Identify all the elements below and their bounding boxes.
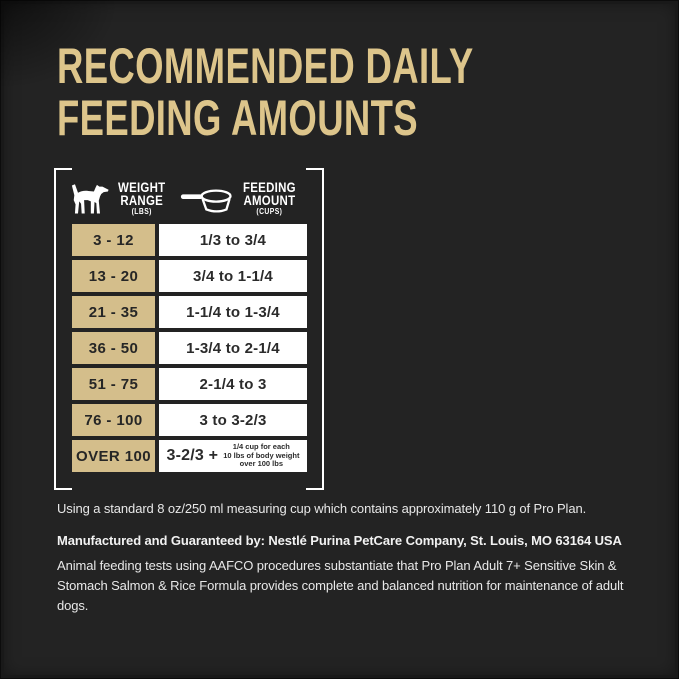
measuring-cup-icon <box>180 189 232 213</box>
table-row: 3 - 12 1/3 to 3/4 <box>72 224 307 256</box>
weight-range-header: WEIGHT RANGE (LBS) <box>67 181 174 217</box>
weight-cell: 76 - 100 <box>72 404 155 436</box>
table-row: 76 - 100 3 to 3-2/3 <box>72 404 307 436</box>
weight-cell: 3 - 12 <box>72 224 155 256</box>
amount-cell: 1-3/4 to 2-1/4 <box>159 332 307 364</box>
table-row: 51 - 75 2-1/4 to 3 <box>72 368 307 400</box>
feeding-label-line1: FEEDING <box>243 180 296 195</box>
weight-cell: 21 - 35 <box>72 296 155 328</box>
table-row: 36 - 50 1-3/4 to 2-1/4 <box>72 332 307 364</box>
table-row: 21 - 35 1-1/4 to 1-3/4 <box>72 296 307 328</box>
feeding-label-unit: (CUPS) <box>256 207 283 216</box>
amount-value: 3-2/3 + <box>166 447 219 464</box>
feeding-label-line2: AMOUNT <box>243 193 296 208</box>
frame-corner-top-right <box>306 168 322 170</box>
table-row: 13 - 20 3/4 to 1-1/4 <box>72 260 307 292</box>
weight-cell: 51 - 75 <box>72 368 155 400</box>
weight-cell: OVER 100 <box>72 440 155 472</box>
amount-note: 1/4 cup for each 10 lbs of body weight o… <box>223 442 300 469</box>
weight-label-line1: WEIGHT <box>118 180 166 195</box>
frame-corner-bottom-right <box>306 488 322 490</box>
weight-label-line2: RANGE <box>120 193 164 208</box>
weight-label-unit: (LBS) <box>131 207 152 216</box>
page-title: RECOMMENDED DAILY FEEDING AMOUNTS <box>57 38 474 146</box>
frame-corner-top-left <box>56 168 72 170</box>
weight-cell: 13 - 20 <box>72 260 155 292</box>
amount-cell: 1-1/4 to 1-3/4 <box>159 296 307 328</box>
feeding-amount-label: FEEDING AMOUNT (CUPS) <box>243 181 296 217</box>
dog-icon <box>71 183 109 214</box>
amount-cell: 3-2/3 + 1/4 cup for each 10 lbs of body … <box>159 440 307 472</box>
table-body: 3 - 12 1/3 to 3/4 13 - 20 3/4 to 1-1/4 2… <box>72 224 307 476</box>
feeding-amount-header: FEEDING AMOUNT (CUPS) <box>180 181 305 217</box>
weight-range-label: WEIGHT RANGE (LBS) <box>118 181 165 217</box>
amount-cell: 3 to 3-2/3 <box>159 404 307 436</box>
feeding-table: WEIGHT RANGE (LBS) FEEDING AMOUNT (CUPS) <box>54 168 324 490</box>
weight-cell: 36 - 50 <box>72 332 155 364</box>
table-row: OVER 100 3-2/3 + 1/4 cup for each 10 lbs… <box>72 440 307 472</box>
amount-cell: 1/3 to 3/4 <box>159 224 307 256</box>
amount-cell: 2-1/4 to 3 <box>159 368 307 400</box>
frame-corner-bottom-left <box>56 488 72 490</box>
measuring-cup-note: Using a standard 8 oz/250 ml measuring c… <box>57 501 587 516</box>
table-header: WEIGHT RANGE (LBS) FEEDING AMOUNT (CUPS) <box>56 178 322 224</box>
manufacturer-note: Manufactured and Guaranteed by: Nestlé P… <box>57 533 622 548</box>
amount-cell: 3/4 to 1-1/4 <box>159 260 307 292</box>
aafco-statement: Animal feeding tests using AAFCO procedu… <box>57 558 624 613</box>
